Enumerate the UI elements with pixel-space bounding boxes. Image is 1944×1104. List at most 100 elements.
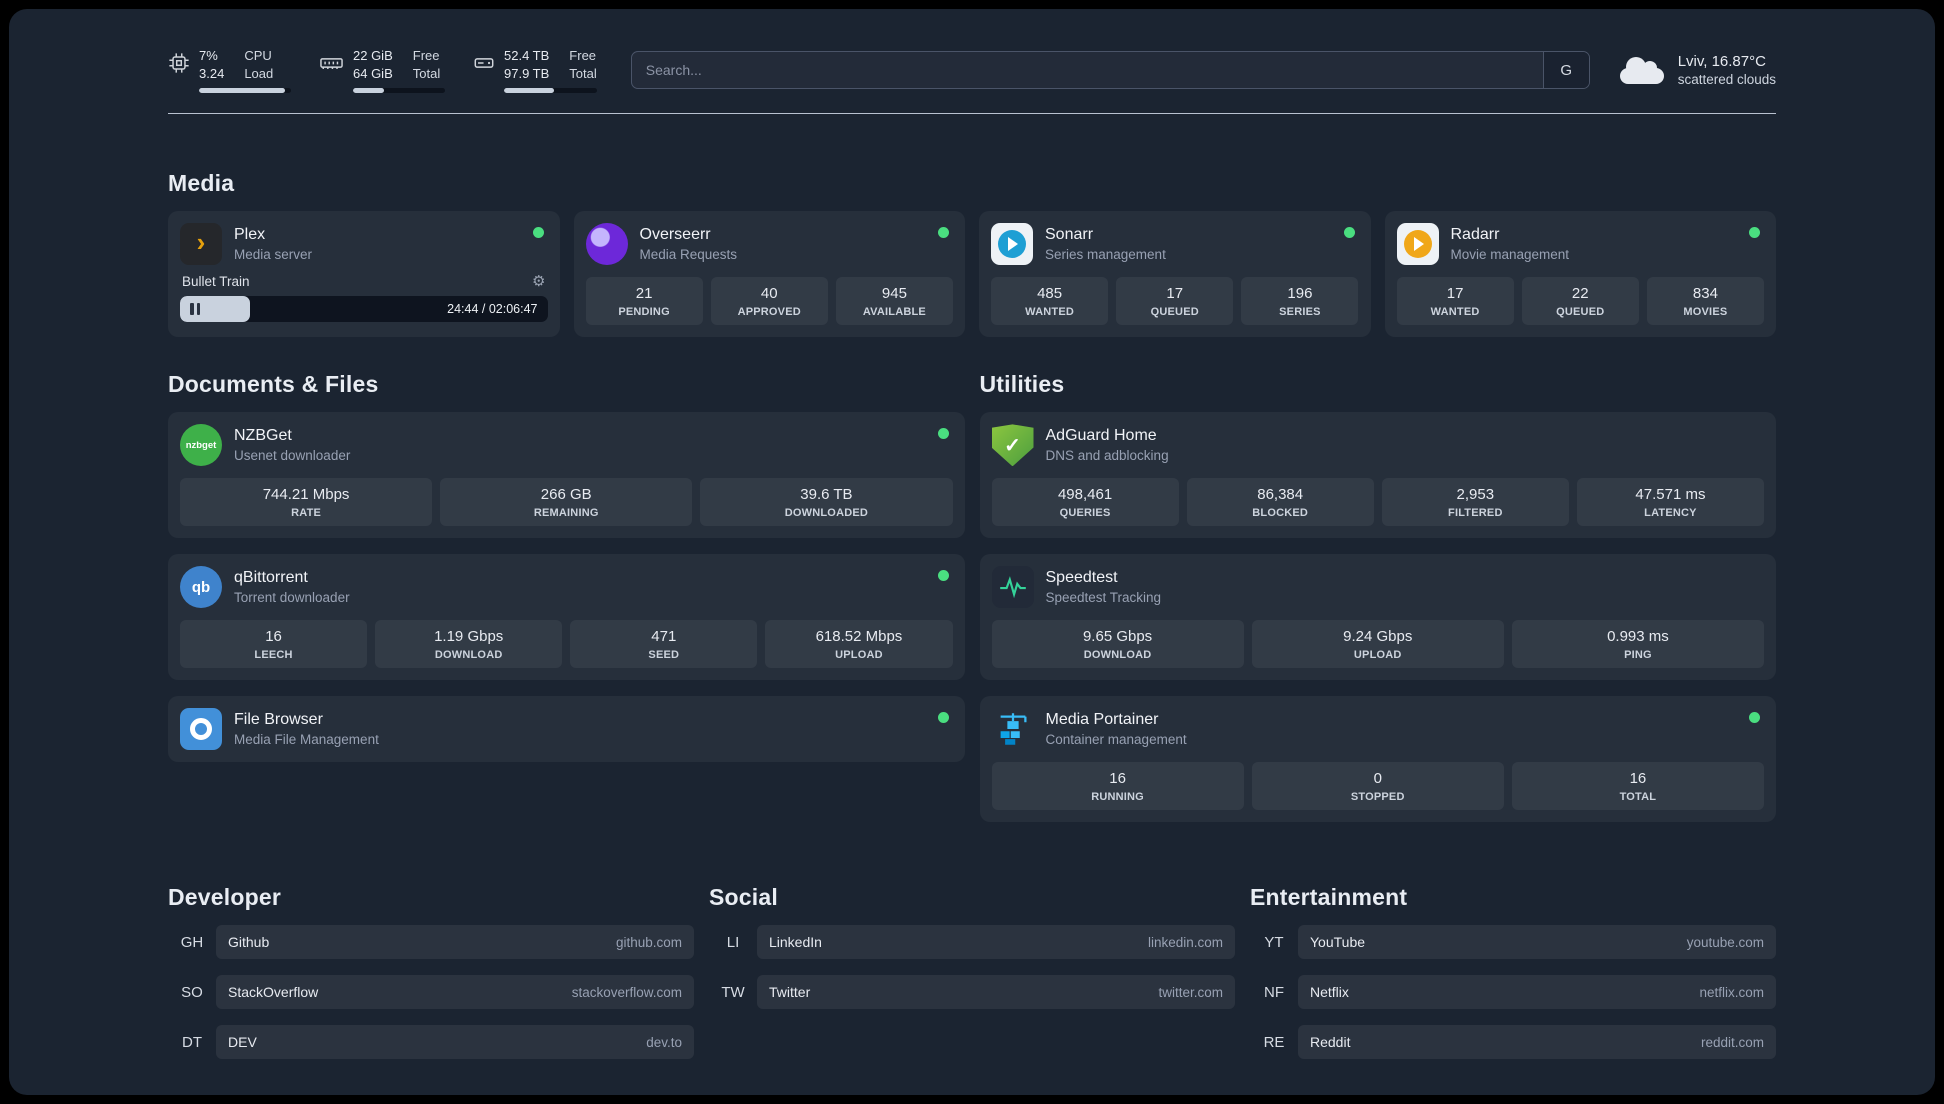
- search-bar: G: [630, 51, 1590, 90]
- service-name: Radarr: [1450, 226, 1500, 244]
- bookmark-dev[interactable]: DT DEV dev.to: [168, 1025, 694, 1060]
- disk-progress-bar: [504, 88, 597, 94]
- bookmark-name: StackOverflow: [228, 984, 319, 1001]
- pause-icon[interactable]: [190, 303, 200, 316]
- status-dot: [1343, 227, 1355, 239]
- portainer-stats: 16 RUNNING 0 STOPPED 16 TOTAL: [991, 762, 1764, 811]
- bookmark-name: Netflix: [1310, 984, 1349, 1001]
- filebrowser-icon: [180, 708, 222, 751]
- bookmark-abbr: RE: [1263, 1033, 1285, 1051]
- bookmark-url: twitter.com: [1158, 984, 1223, 1000]
- stat-blocked: 86,384 BLOCKED: [1186, 478, 1374, 527]
- stat-value: 498,461: [1057, 486, 1113, 504]
- bookmark-youtube[interactable]: YT YouTube youtube.com: [1250, 925, 1776, 960]
- bookmark-url: linkedin.com: [1147, 934, 1223, 950]
- stat-value: 9.24 Gbps: [1343, 628, 1413, 646]
- stat-total: 16 TOTAL: [1511, 762, 1764, 811]
- service-link-speedtest[interactable]: Speedtest Speedtest Tracking: [991, 566, 1765, 609]
- stat-wanted: 485 WANTED: [991, 277, 1109, 326]
- bookmark-url: stackoverflow.com: [571, 984, 682, 1000]
- memory-icon: [319, 52, 344, 74]
- stat-stopped: 0 STOPPED: [1251, 762, 1504, 811]
- search-input[interactable]: [631, 52, 1543, 89]
- stat-label: DOWNLOAD: [434, 649, 503, 662]
- stat-available: 945 AVAILABLE: [835, 277, 953, 326]
- section-entertainment: Entertainment YT YouTube youtube.com NF …: [1250, 884, 1776, 1060]
- adguard-stats: 498,461 QUERIES 86,384 BLOCKED 2,953 FIL…: [991, 478, 1764, 527]
- service-card-plex: › Plex Media server Bullet Train ⚙: [168, 211, 560, 338]
- stat-pending: 21 PENDING: [585, 277, 703, 326]
- weather-condition: scattered clouds: [1677, 72, 1776, 88]
- bookmark-linkedin[interactable]: LI LinkedIn linkedin.com: [709, 925, 1235, 960]
- settings-gear-icon[interactable]: ⚙: [532, 273, 546, 291]
- service-link-radarr[interactable]: Radarr Movie management: [1396, 223, 1765, 266]
- bookmark-reddit[interactable]: RE Reddit reddit.com: [1250, 1025, 1776, 1060]
- stat-value: 834: [1692, 285, 1718, 303]
- stat-label: QUEUED: [1150, 306, 1199, 319]
- weather-widget[interactable]: Lviv, 16.87°C scattered clouds: [1619, 53, 1776, 88]
- nzbget-stats: 744.21 Mbps RATE 266 GB REMAINING 39.6 T…: [180, 478, 953, 527]
- service-link-plex[interactable]: › Plex Media server: [180, 223, 548, 266]
- cpu-progress-bar: [199, 88, 291, 94]
- stat-label: APPROVED: [737, 306, 801, 319]
- stat-value: 485: [1037, 285, 1063, 303]
- service-link-overseerr[interactable]: Overseerr Media Requests: [585, 223, 954, 266]
- cpu-widget: 7% 3.24 CPU Load: [168, 47, 291, 94]
- disk-readout: 52.4 TB 97.9 TB Free Total: [504, 47, 597, 94]
- dashboard-content: 7% 3.24 CPU Load: [168, 9, 1776, 1095]
- section-title-entertainment: Entertainment: [1250, 884, 1408, 911]
- service-link-filebrowser[interactable]: File Browser Media File Management: [180, 708, 953, 751]
- cpu-progress-fill: [199, 88, 285, 94]
- stat-label: STOPPED: [1350, 791, 1405, 804]
- status-dot: [1749, 227, 1760, 239]
- bookmark-abbr: SO: [181, 983, 203, 1001]
- service-name: qBittorrent: [234, 569, 308, 587]
- stat-latency: 47.571 ms LATENCY: [1576, 478, 1764, 527]
- bookmark-name: YouTube: [1310, 934, 1366, 951]
- stat-filtered: 2,953 FILTERED: [1381, 478, 1569, 527]
- stat-label: UPLOAD: [1353, 649, 1402, 662]
- plex-chevron-glyph: ›: [196, 226, 206, 257]
- cpu-usage-value: 7%: [199, 48, 218, 63]
- bookmark-name: DEV: [228, 1034, 257, 1051]
- qbittorrent-stats: 16 LEECH 1.19 Gbps DOWNLOAD 471 SEED: [180, 620, 953, 669]
- stat-queued: 17 QUEUED: [1116, 277, 1234, 326]
- bookmark-twitter[interactable]: TW Twitter twitter.com: [709, 975, 1235, 1010]
- stat-value: 9.65 Gbps: [1082, 628, 1153, 646]
- bookmark-github[interactable]: GH Github github.com: [168, 925, 694, 960]
- bookmark-abbr: TW: [721, 983, 745, 1001]
- service-link-nzbget[interactable]: nzbget NZBGet Usenet downloader: [180, 424, 953, 467]
- cpu-label: CPU: [244, 48, 272, 63]
- status-dot: [937, 428, 949, 440]
- service-link-adguard[interactable]: ✓ AdGuard Home DNS and adblocking: [991, 424, 1765, 467]
- service-link-portainer[interactable]: Media Portainer Container management: [992, 708, 1765, 750]
- stat-value: 196: [1287, 285, 1313, 303]
- overseerr-icon: [585, 223, 628, 266]
- stat-label: BLOCKED: [1252, 507, 1309, 520]
- memory-total-label: Total: [412, 66, 441, 82]
- stat-label: PING: [1624, 649, 1652, 662]
- bookmark-stackoverflow[interactable]: SO StackOverflow stackoverflow.com: [168, 975, 694, 1010]
- system-resources: 7% 3.24 CPU Load: [168, 47, 597, 94]
- section-media: Media › Plex Media server Bullet Trai: [168, 170, 1776, 338]
- bookmark-netflix[interactable]: NF Netflix netflix.com: [1250, 975, 1776, 1010]
- stat-label: TOTAL: [1619, 791, 1657, 804]
- status-dot: [938, 227, 949, 239]
- playback-progress-bar[interactable]: 24:44 / 02:06:47: [180, 296, 548, 323]
- stat-value: 16: [265, 628, 282, 646]
- stat-value: 744.21 Mbps: [262, 486, 350, 504]
- service-link-sonarr[interactable]: Sonarr Series management: [991, 223, 1359, 266]
- stat-label: FILTERED: [1448, 507, 1503, 520]
- service-link-qbittorrent[interactable]: qb qBittorrent Torrent downloader: [180, 566, 953, 609]
- stat-label: SEED: [648, 649, 680, 662]
- service-subtitle: Usenet downloader: [234, 448, 351, 464]
- stat-download: 1.19 Gbps DOWNLOAD: [375, 620, 563, 669]
- stat-leech: 16 LEECH: [180, 620, 368, 669]
- search-provider-button[interactable]: G: [1542, 52, 1589, 89]
- disk-free-label: Free: [569, 48, 597, 63]
- stat-label: RUNNING: [1091, 791, 1144, 804]
- playback-time: 24:44 / 02:06:47: [447, 302, 538, 317]
- stat-wanted: 17 WANTED: [1396, 277, 1514, 326]
- service-name: Media Portainer: [1045, 711, 1159, 729]
- bookmark-name: Reddit: [1310, 1034, 1351, 1051]
